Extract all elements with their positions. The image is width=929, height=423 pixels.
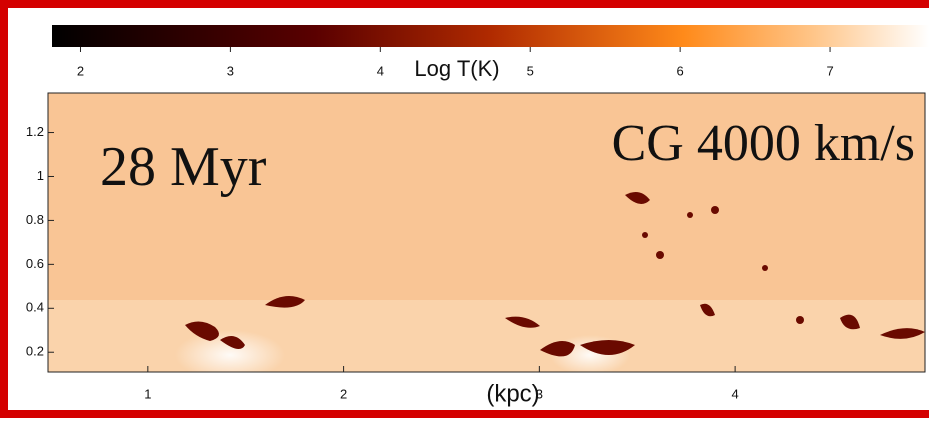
annotation: CG 4000 km/s bbox=[612, 115, 915, 172]
x-tick-label: 2 bbox=[340, 386, 347, 401]
colorbar-label: Log T(K) bbox=[414, 56, 499, 81]
colorbar-tick-label: 7 bbox=[826, 63, 833, 78]
colorbar-tick-label: 5 bbox=[527, 63, 534, 78]
y-tick-label: 1.2 bbox=[26, 124, 44, 139]
cold-clumps bbox=[185, 191, 925, 357]
annotation: 28 Myr bbox=[100, 136, 267, 198]
x-tick-label: 4 bbox=[731, 386, 738, 401]
colorbar-tick-label: 2 bbox=[77, 63, 84, 78]
x-tick-label: 3 bbox=[536, 386, 543, 401]
x-tick-label: 1 bbox=[144, 386, 151, 401]
colorbar-label-background bbox=[412, 55, 502, 81]
colorbar-tick-label: 3 bbox=[227, 63, 234, 78]
x-axis-label: (kpc) bbox=[486, 380, 539, 407]
y-tick-label: 0.8 bbox=[26, 212, 44, 227]
simulation-image bbox=[48, 93, 925, 380]
image-layer bbox=[175, 330, 285, 380]
y-tick-label: 0.4 bbox=[26, 300, 44, 315]
colorbar-tick-label: 6 bbox=[677, 63, 684, 78]
y-tick-label: 0.2 bbox=[26, 344, 44, 359]
colorbar bbox=[52, 25, 929, 47]
y-tick-label: 1 bbox=[37, 168, 44, 183]
y-tick-label: 0.6 bbox=[26, 256, 44, 271]
colorbar-tick-label: 4 bbox=[377, 63, 384, 78]
plot-frame bbox=[47, 92, 926, 373]
